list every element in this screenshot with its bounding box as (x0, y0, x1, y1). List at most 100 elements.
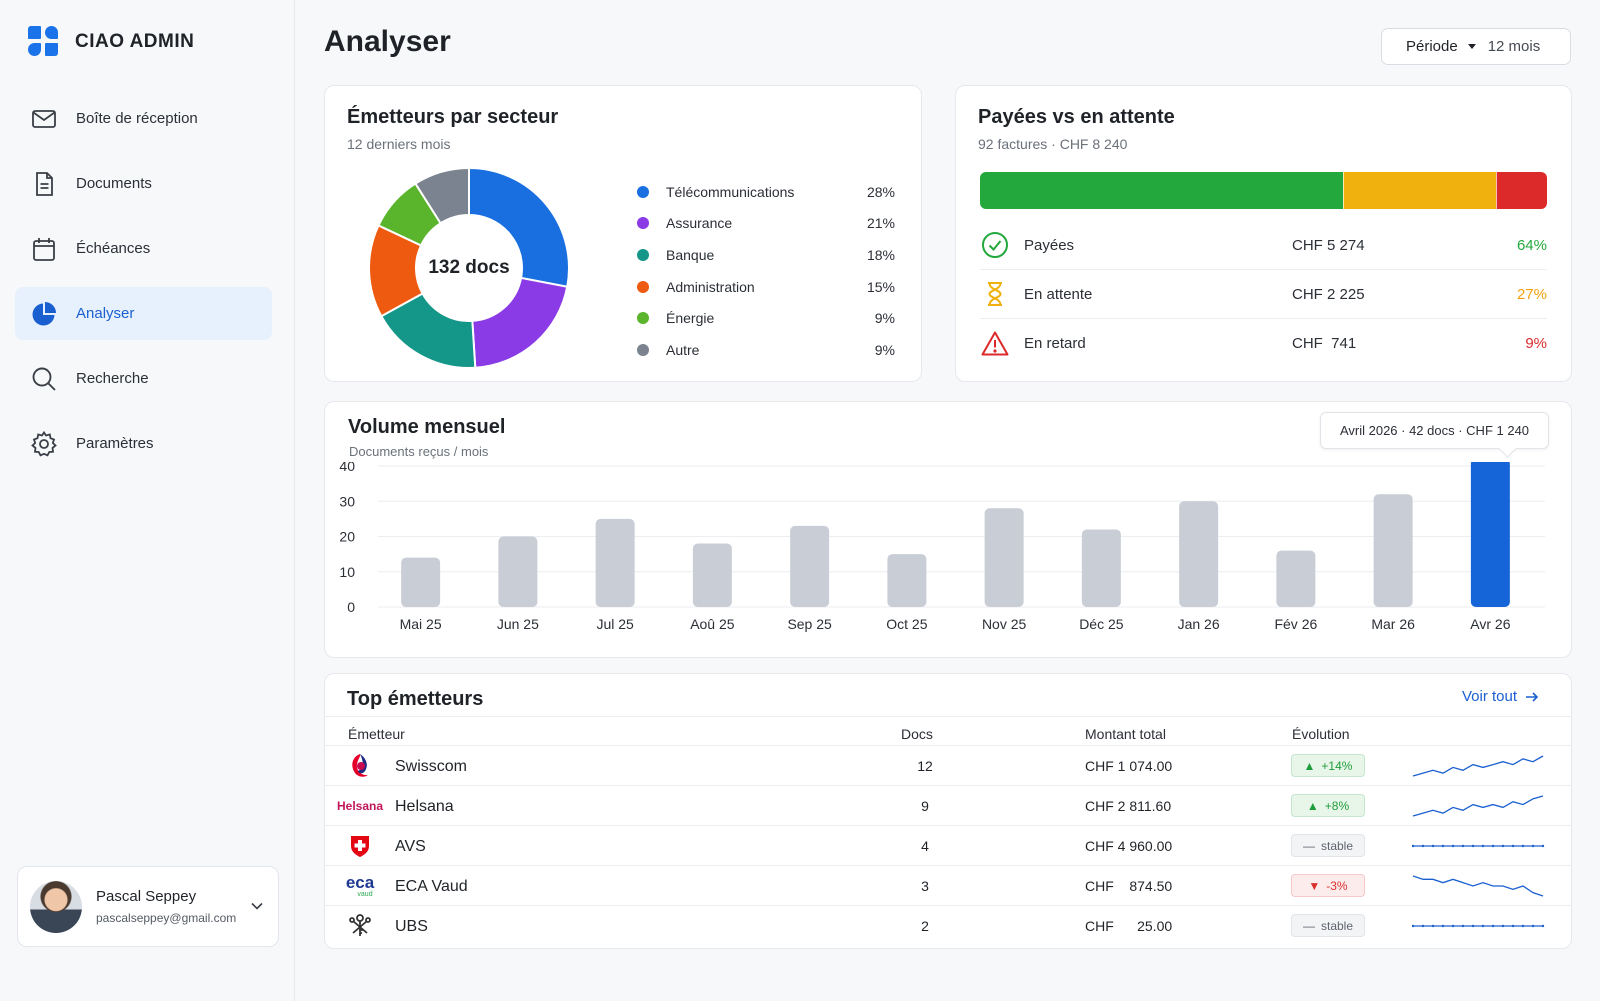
bar-mar-26[interactable] (1373, 494, 1413, 607)
sparkline-point (1501, 844, 1505, 848)
legend-item: Énergie 9% (637, 302, 895, 334)
payment-row-pending: En attente CHF 2 225 27% (980, 270, 1547, 319)
sidebar-item-deadlines[interactable]: Échéances (15, 222, 272, 275)
bar-mai-25[interactable] (401, 557, 441, 607)
evolution-badge: — stable (1291, 834, 1365, 857)
legend-dot (637, 343, 649, 356)
legend-dot (637, 312, 649, 325)
period-label: Période (1406, 38, 1458, 55)
issuers-table: Swisscom 12 CHF 1 074.00 ▲ +14% Helsana H… (324, 746, 1572, 946)
legend-label: Assurance (666, 215, 733, 232)
legend-pct: 15% (866, 278, 895, 295)
stack-segment-1 (1342, 172, 1496, 209)
volume-card-title: Volume mensuel (348, 416, 506, 438)
legend-item: Autre 9% (637, 334, 895, 366)
legend-item: Administration 15% (637, 271, 895, 303)
bar-oct-25[interactable] (887, 554, 927, 607)
user-card[interactable]: Pascal Seppey pascalseppey@gmail.com (17, 866, 279, 947)
x-tick-label: Oct 25 (886, 616, 927, 632)
arrow-up-icon: ▲ (1306, 798, 1319, 813)
sparkline-point (1441, 844, 1445, 848)
see-all-label: Voir tout (1462, 688, 1518, 705)
chevron-down-icon[interactable] (250, 899, 264, 913)
y-tick-label: 40 (339, 462, 355, 474)
evolution-badge: ▲ +8% (1291, 794, 1365, 817)
paid-card-title: Payées vs en attente (978, 106, 1175, 128)
payment-pct: 64% (1516, 236, 1547, 254)
table-row[interactable]: Helsana Helsana 9 CHF 2 811.60 ▲ +8% (324, 786, 1572, 826)
ubs-keys-logo-icon (344, 912, 376, 940)
ciao-logo-icon (28, 26, 59, 57)
top-issuers-title: Top émetteurs (347, 688, 484, 710)
legend-label: Administration (666, 278, 755, 295)
period-select[interactable]: Période 12 mois (1381, 28, 1571, 65)
sparkline-point (1481, 844, 1485, 848)
see-all-link[interactable]: Voir tout (1462, 688, 1539, 705)
bar-sep-25[interactable] (790, 525, 830, 607)
sector-card: Émetteurs par secteur 12 derniers mois 1… (324, 85, 922, 382)
brand[interactable]: CIAO ADMIN (28, 26, 194, 57)
legend-label: Autre (666, 341, 700, 358)
sparkline-point (1511, 844, 1515, 848)
legend-label: Télécommunications (666, 183, 795, 200)
warning-icon (981, 331, 1009, 355)
sparkline-point (1412, 844, 1415, 848)
table-row[interactable]: AVS 4 CHF 4 960.00 — stable (324, 826, 1572, 866)
search-icon (32, 367, 56, 391)
donut-svg (368, 166, 570, 369)
sidebar-item-analyser[interactable]: Analyser (15, 287, 272, 340)
sparkline-point (1491, 844, 1495, 848)
table-row[interactable]: eca vaud ECA Vaud 3 CHF 874.50 ▼ -3% (324, 866, 1572, 906)
legend-label: Banque (666, 246, 715, 263)
table-row[interactable]: Swisscom 12 CHF 1 074.00 ▲ +14% (324, 746, 1572, 786)
sidebar-item-inbox[interactable]: Boîte de réception (15, 92, 272, 145)
sidebar-nav: Boîte de réception Documents Échéances A… (15, 92, 272, 482)
sparkline-point (1511, 924, 1515, 928)
legend-item: Assurance 21% (637, 208, 895, 240)
sidebar-item-settings[interactable]: Paramètres (15, 417, 272, 470)
evolution-value: -3% (1326, 878, 1348, 893)
bar-avr-26[interactable] (1470, 462, 1510, 607)
evolution-badge: — stable (1291, 914, 1365, 937)
sidebar-item-label: Documents (76, 175, 152, 192)
sidebar-item-label: Échéances (76, 240, 151, 257)
donut-slice-5[interactable] (414, 166, 470, 225)
bar-fév-26[interactable] (1276, 550, 1316, 607)
bar-jul-25[interactable] (595, 518, 635, 607)
total-amount: CHF 1 074.00 (1085, 758, 1173, 774)
sparkline (1412, 924, 1545, 928)
donut-slice-0[interactable] (468, 166, 570, 288)
dash-icon: — (1302, 918, 1315, 933)
column-issuer: Émetteur (348, 726, 405, 742)
x-tick-label: Jul 25 (596, 616, 634, 632)
bar-nov-25[interactable] (984, 508, 1024, 607)
payment-amount: CHF 741 (1292, 335, 1357, 352)
docs-count: 2 (921, 918, 929, 934)
table-header: Émetteur Docs Montant total Évolution (324, 716, 1572, 746)
sidebar-item-documents[interactable]: Documents (15, 157, 272, 210)
legend-pct: 18% (866, 246, 895, 263)
bar-jan-26[interactable] (1179, 501, 1219, 607)
sidebar-item-label: Boîte de réception (76, 110, 198, 127)
evolution-value: +8% (1324, 798, 1350, 813)
sparkline (1412, 755, 1544, 777)
legend-pct: 9% (874, 310, 895, 327)
sparkline-point (1451, 844, 1455, 848)
paid-card-subtitle: 92 factures · CHF 8 240 (978, 136, 1128, 152)
donut-center-label: 132 docs (428, 257, 510, 278)
bar-jun-25[interactable] (498, 536, 538, 608)
sidebar-item-search[interactable]: Recherche (15, 352, 272, 405)
payment-amount: CHF 5 274 (1292, 236, 1365, 254)
payment-pct: 27% (1516, 285, 1547, 303)
period-value: 12 mois (1487, 38, 1541, 55)
bar-déc-25[interactable] (1081, 529, 1121, 607)
arrow-up-icon: ▲ (1303, 758, 1316, 773)
evolution-badge: ▼ -3% (1291, 874, 1365, 897)
swisscom-logo-icon (344, 752, 376, 780)
legend-pct: 9% (874, 341, 895, 358)
issuer-name: UBS (395, 918, 428, 935)
sparkline-point (1441, 924, 1445, 928)
evolution-badge: ▲ +14% (1291, 754, 1365, 777)
bar-aoû-25[interactable] (692, 543, 732, 607)
table-row[interactable]: UBS 2 CHF 25.00 — stable (324, 906, 1572, 946)
